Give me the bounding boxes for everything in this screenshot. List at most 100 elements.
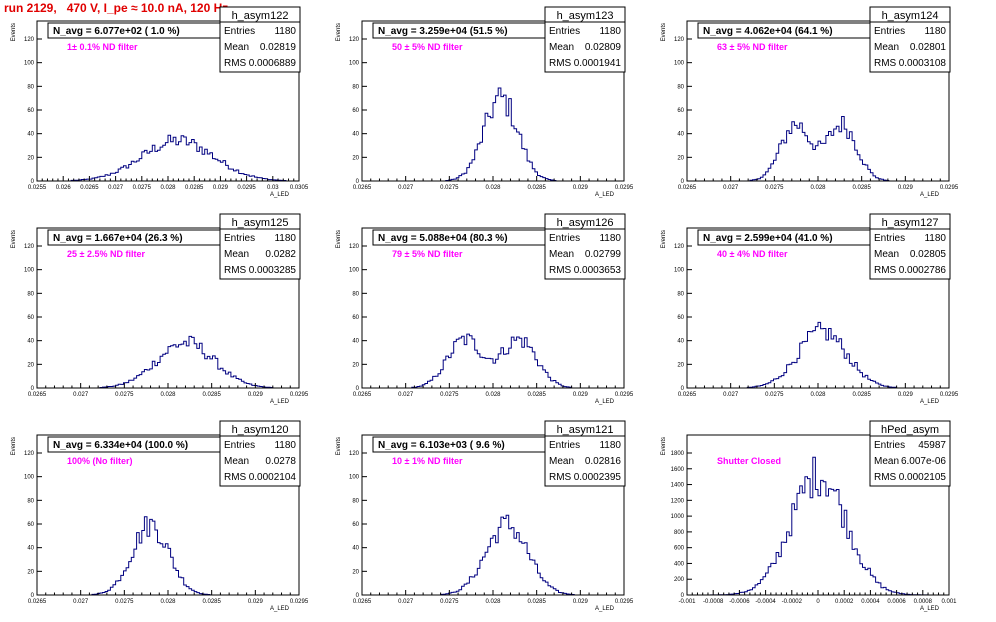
x-tick-label: 0.027 — [398, 599, 414, 605]
histogram-panel-hPed_asym: -0.001 -0.0008 -0.0006 -0.0004 -0.0002 0 0.000… — [661, 420, 957, 612]
y-tick-label: 0 — [356, 179, 360, 185]
x-tick-label: 0.0285 — [527, 599, 546, 605]
y-tick-label: 120 — [24, 244, 35, 250]
x-tick-label: 0.0295 — [290, 392, 309, 398]
stats-entries-label: Entries — [549, 440, 580, 451]
y-tick-label: 100 — [24, 61, 35, 67]
stats-entries-label: Entries — [549, 233, 580, 244]
filter-annotation: 79 ± 5% ND filter — [392, 249, 463, 259]
histogram-panel-h_asym120: 0.0265 0.027 0.0275 0.028 0.0285 0.029 0.0295 0… — [11, 420, 309, 612]
stats-entries-label: Entries — [874, 440, 905, 451]
stats-entries-value: 1180 — [274, 26, 296, 37]
histogram-panel-h_asym126: 0.0265 0.027 0.0275 0.028 0.0285 0.029 0.0295 0… — [336, 213, 634, 405]
x-axis-label: A_LED — [270, 606, 290, 612]
stats-mean-label: Mean — [224, 42, 249, 53]
y-tick-label: 1800 — [671, 451, 685, 457]
stats-rms-label: RMS — [874, 265, 897, 276]
x-axis-label: A_LED — [920, 399, 940, 405]
y-tick-label: 80 — [352, 291, 359, 297]
stats-entries-label: Entries — [224, 26, 255, 37]
panel-title: N_avg = 4.062e+04 (64.1 %) — [703, 26, 833, 37]
x-tick-label: -0.0006 — [729, 599, 750, 605]
y-tick-label: 100 — [349, 475, 360, 481]
stats-box — [219, 6, 301, 73]
panel-title: N_avg = 1.667e+04 (26.3 %) — [53, 233, 183, 244]
y-tick-label: 20 — [352, 362, 359, 368]
y-tick-label: 100 — [349, 268, 360, 274]
stats-rms-value: 0.0002395 — [574, 472, 622, 483]
x-tick-label: 0.028 — [485, 185, 501, 191]
stats-box — [544, 420, 626, 487]
x-tick-label: 0.0285 — [527, 185, 546, 191]
y-tick-label: 60 — [27, 315, 34, 321]
x-tick-label: 0.027 — [73, 392, 89, 398]
y-tick-label: 600 — [674, 546, 685, 552]
stats-histogram-name: h_asym123 — [557, 10, 614, 22]
stats-entries-label: Entries — [549, 26, 580, 37]
stats-histogram-name: h_asym127 — [882, 217, 939, 229]
stats-mean-value: 0.02801 — [910, 42, 947, 53]
histogram-line — [362, 514, 624, 596]
stats-mean-label: Mean — [874, 42, 899, 53]
stats-mean-value: 0.02809 — [585, 42, 622, 53]
x-axis-label: A_LED — [595, 399, 615, 405]
histogram-line — [362, 87, 624, 182]
y-tick-label: 40 — [27, 339, 34, 345]
y-tick-label: 40 — [27, 132, 34, 138]
filter-annotation: 10 ± 1% ND filter — [392, 456, 463, 466]
x-tick-label: 0.029 — [213, 185, 229, 191]
stats-box — [544, 6, 626, 73]
histogram-line — [687, 321, 949, 389]
x-tick-label: 0.03 — [267, 185, 279, 191]
histogram-panel-h_asym127: 0.0265 0.027 0.0275 0.028 0.0285 0.029 0.0295 0… — [661, 213, 959, 405]
y-tick-label: 200 — [674, 577, 685, 583]
panel-title: N_avg = 3.259e+04 (51.5 %) — [378, 26, 508, 37]
histogram-panel-h_asym121: 0.0265 0.027 0.0275 0.028 0.0285 0.029 0.0295 0… — [336, 420, 634, 612]
y-tick-label: 60 — [352, 315, 359, 321]
x-axis-label: A_LED — [595, 606, 615, 612]
stats-histogram-name: h_asym124 — [882, 10, 939, 22]
x-tick-label: 0.0295 — [615, 392, 634, 398]
y-tick-label: 40 — [352, 132, 359, 138]
y-tick-label: 0 — [681, 179, 685, 185]
filter-annotation: Shutter Closed — [717, 456, 781, 466]
x-tick-label: 0.027 — [108, 185, 124, 191]
stats-rms-value: 0.0003653 — [574, 265, 622, 276]
x-axis-label: A_LED — [270, 399, 290, 405]
stats-entries-value: 1180 — [924, 26, 946, 37]
y-axis-label: Events — [11, 230, 17, 248]
histogram-line — [362, 333, 624, 389]
stats-rms-label: RMS — [874, 472, 897, 483]
x-tick-label: 0.028 — [810, 392, 826, 398]
x-axis-label: A_LED — [595, 192, 615, 198]
stats-mean-value: 0.02816 — [585, 456, 622, 467]
x-tick-label: 0.026 — [56, 185, 72, 191]
y-tick-label: 120 — [349, 244, 360, 250]
y-tick-label: 120 — [349, 37, 360, 43]
stats-mean-value: 0.0278 — [265, 456, 296, 467]
stats-rms-label: RMS — [224, 472, 247, 483]
x-tick-label: 0.0275 — [115, 599, 134, 605]
stats-entries-value: 1180 — [599, 233, 621, 244]
y-tick-label: 80 — [677, 291, 684, 297]
filter-annotation: 40 ± 4% ND filter — [717, 249, 788, 259]
stats-box — [869, 6, 951, 73]
y-tick-label: 120 — [24, 37, 35, 43]
y-tick-label: 0 — [31, 179, 35, 185]
stats-mean-label: Mean — [224, 249, 249, 260]
stats-rms-label: RMS — [549, 472, 572, 483]
x-tick-label: 0.0285 — [852, 392, 871, 398]
histogram-panel-h_asym125: 0.0265 0.027 0.0275 0.028 0.0285 0.029 0.0295 0… — [11, 213, 309, 405]
y-tick-label: 40 — [677, 132, 684, 138]
y-tick-label: 20 — [677, 155, 684, 161]
stats-box — [219, 420, 301, 487]
y-tick-label: 100 — [674, 268, 685, 274]
y-tick-label: 400 — [674, 561, 685, 567]
stats-mean-value: 0.02805 — [910, 249, 947, 260]
x-tick-label: -0.0008 — [703, 599, 724, 605]
stats-rms-label: RMS — [874, 58, 897, 69]
filter-annotation: 25 ± 2.5% ND filter — [67, 249, 145, 259]
stats-rms-value: 0.0006889 — [249, 58, 297, 69]
stats-rms-value: 0.0003285 — [249, 265, 297, 276]
x-tick-label: 0.0004 — [861, 599, 880, 605]
